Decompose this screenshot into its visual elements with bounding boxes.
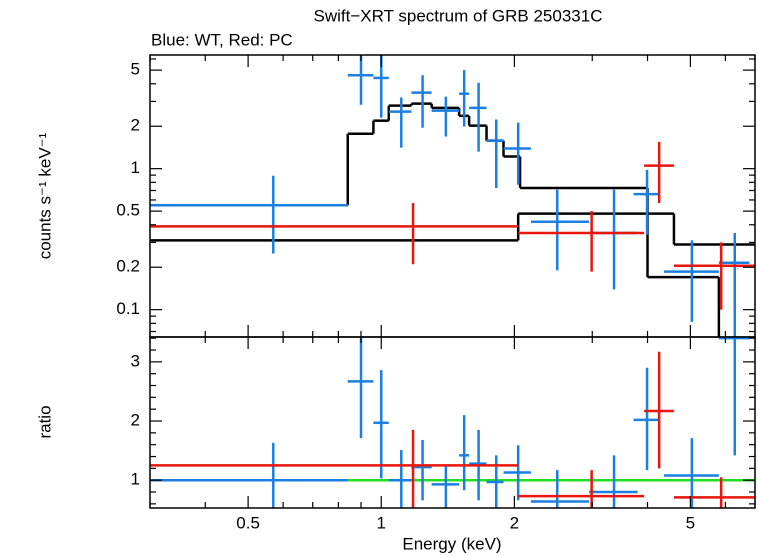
- y-tick-label: 2: [131, 116, 140, 135]
- plot-area: [150, 55, 755, 337]
- x-tick-label: 1: [377, 513, 386, 532]
- y-tick-label: 0.5: [116, 201, 140, 220]
- chart-subtitle: Blue: WT, Red: PC: [151, 30, 293, 49]
- plot-frame: [149, 336, 756, 509]
- y-tick-label: 0.2: [116, 257, 140, 276]
- y-tick-label: 2: [131, 411, 140, 430]
- plot-area: [150, 337, 755, 508]
- y-tick-label: 5: [131, 60, 140, 79]
- plot-frame: [149, 54, 756, 338]
- x-tick-label: 0.5: [236, 513, 260, 532]
- y-tick-label: 1: [131, 470, 140, 489]
- y-axis-label: counts s⁻¹ keV⁻¹: [35, 132, 54, 259]
- y-tick-label: 0.1: [116, 299, 140, 318]
- y-tick-label: 1: [131, 158, 140, 177]
- y-tick-label: 3: [131, 351, 140, 370]
- x-tick-label: 2: [510, 513, 519, 532]
- x-axis-label: Energy (keV): [402, 534, 501, 553]
- y-axis-label: ratio: [35, 405, 54, 438]
- chart-title: Swift−XRT spectrum of GRB 250331C: [314, 6, 603, 25]
- x-tick-label: 5: [686, 513, 695, 532]
